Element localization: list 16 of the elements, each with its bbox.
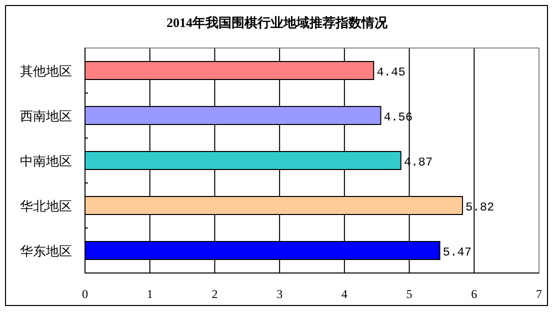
x-tick-label: 5 [406, 287, 412, 301]
y-tick-label: 华北地区 [20, 198, 72, 214]
x-tick-label: 1 [146, 287, 153, 301]
x-tick-label: 0 [82, 287, 88, 301]
data-label: 4.45 [376, 66, 406, 80]
x-tick-label: 2 [212, 287, 218, 301]
x-tick-label: 4 [341, 287, 348, 301]
y-tick-label: 华东地区 [20, 244, 72, 258]
x-tick-label: 3 [276, 287, 283, 301]
y-tick-label: 其他地区 [20, 64, 72, 78]
y-tick-label: 中南地区 [20, 154, 72, 168]
x-tick-label: 7 [536, 287, 542, 301]
data-label: 5.47 [442, 246, 472, 260]
chart-title: 2014年我国围棋行业地域推荐指数情况 [166, 15, 388, 30]
x-tick-label: 6 [471, 287, 478, 301]
y-tick-label: 西南地区 [20, 108, 72, 124]
